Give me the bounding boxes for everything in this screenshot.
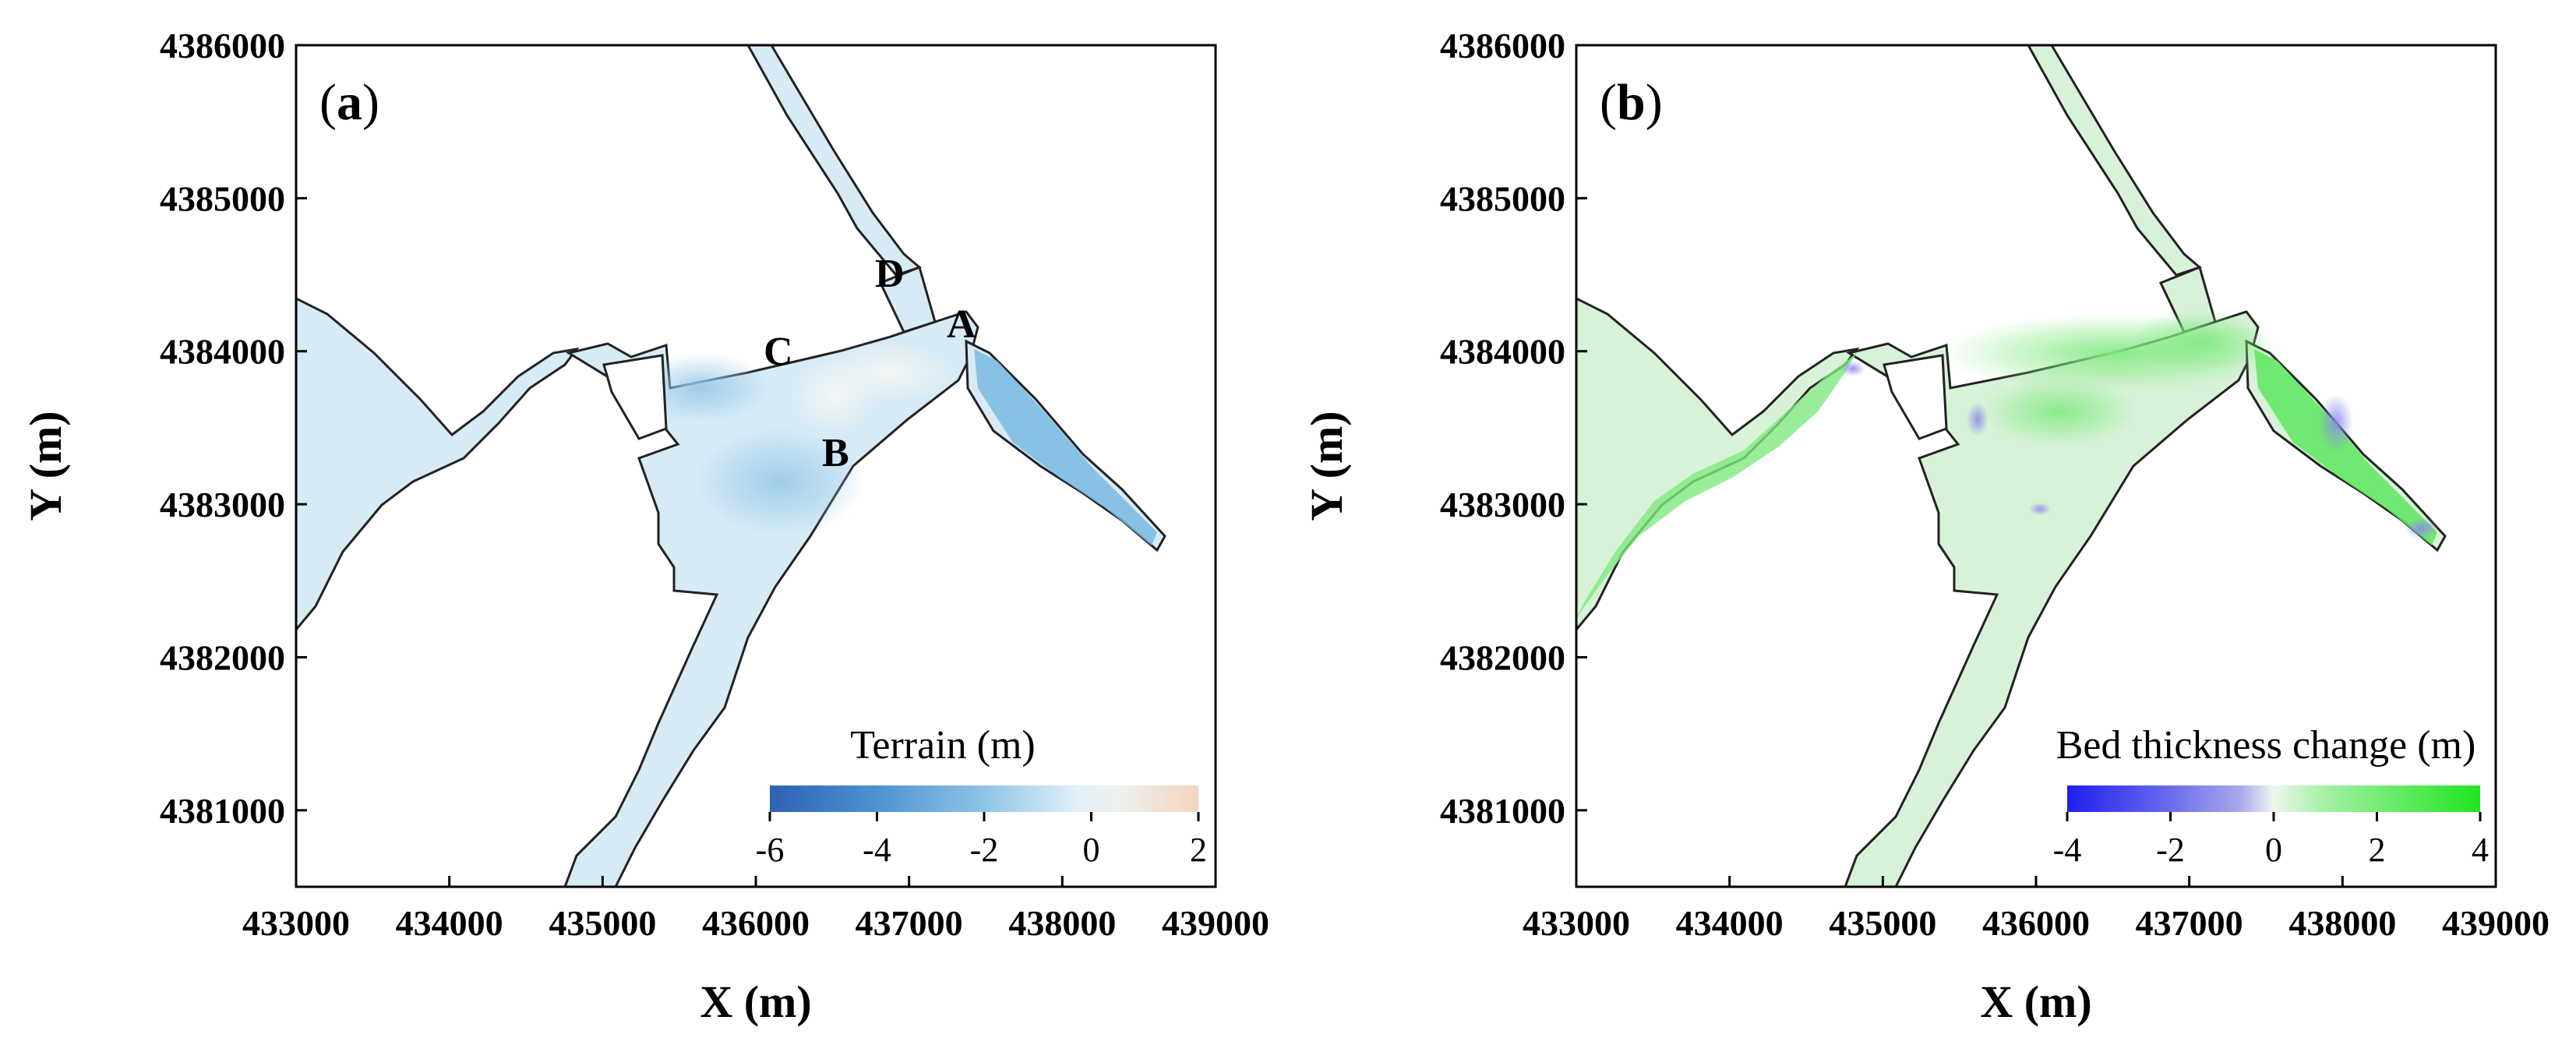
y-axis-title-b: Y (m) bbox=[1301, 411, 1352, 521]
site-label-b: B bbox=[822, 431, 849, 475]
colorbar-tick-label-b: 4 bbox=[2472, 831, 2489, 869]
panel-a: (a) A B C D Terrain (m) -6 -4 -2 0 2 bbox=[295, 44, 1217, 888]
y-tick-label-b: 4383000 bbox=[1440, 485, 1565, 524]
erosion-spot-outlet bbox=[2319, 394, 2353, 453]
colorbar-tick-label-a: -4 bbox=[863, 831, 891, 869]
island bbox=[602, 354, 668, 440]
y-tick-label-a: 4383000 bbox=[160, 485, 285, 524]
site-label-a: A bbox=[947, 302, 976, 347]
x-tick-label-b: 434000 bbox=[1676, 903, 1784, 943]
x-axis-title-b: X (m) bbox=[1980, 976, 2091, 1027]
deep-zone-west bbox=[631, 353, 771, 423]
colorbar-tick-label-a: 0 bbox=[1083, 831, 1100, 869]
x-tick-label-a: 436000 bbox=[702, 903, 810, 943]
x-axis-title-a: X (m) bbox=[700, 976, 811, 1027]
x-tick-label-b: 436000 bbox=[1982, 903, 2090, 943]
y-tick-label-b: 4385000 bbox=[1440, 178, 1565, 218]
site-label-d: D bbox=[875, 252, 905, 296]
x-tick-label-a: 437000 bbox=[856, 903, 963, 943]
colorbar-tick-label-a: -2 bbox=[970, 831, 999, 869]
colorbar-ticks-b: -4 -2 0 2 4 bbox=[2053, 812, 2489, 869]
colorbar-a bbox=[770, 785, 1198, 812]
x-tick-label-b: 433000 bbox=[1523, 903, 1630, 943]
deposition-zone-east bbox=[2130, 310, 2270, 372]
y-tick-label-a: 4382000 bbox=[160, 637, 285, 677]
panel-b: (b) Bed thickness change (m) -4 -2 0 2 4 bbox=[1575, 44, 2497, 888]
y-tick-label-a: 4384000 bbox=[160, 332, 285, 372]
colorbar-title-b: Bed thickness change (m) bbox=[2056, 723, 2476, 768]
deposition-left-channel bbox=[1576, 353, 1857, 618]
colorbar-tick-label-b: 0 bbox=[2265, 831, 2282, 869]
axes: 433000 434000 435000 436000 437000 438000 4390… bbox=[160, 26, 2550, 943]
erosion-spot-west bbox=[1967, 402, 1988, 436]
colorbar-tick-label-b: -4 bbox=[2053, 831, 2082, 869]
x-tick-label-b: 435000 bbox=[1829, 903, 1936, 943]
deep-outlet-channel bbox=[974, 349, 1157, 545]
x-tick-label-a: 438000 bbox=[1008, 903, 1116, 943]
erosion-spot-south bbox=[2029, 503, 2051, 515]
y-tick-label-b: 4381000 bbox=[1440, 791, 1565, 831]
x-tick-label-a: 435000 bbox=[549, 903, 656, 943]
x-tick-label-b: 439000 bbox=[2442, 903, 2550, 943]
colorbar-tick-label-b: -2 bbox=[2156, 831, 2185, 869]
colorbar-tick-label-a: -6 bbox=[756, 831, 785, 869]
y-tick-label-b: 4384000 bbox=[1440, 332, 1565, 372]
y-axis-title-a: Y (m) bbox=[20, 411, 71, 521]
y-tick-label-a: 4381000 bbox=[160, 791, 285, 831]
x-tick-label-b: 437000 bbox=[2136, 903, 2243, 943]
y-tick-label-a: 4385000 bbox=[160, 178, 285, 218]
colorbar-ticks-a: -6 -4 -2 0 2 bbox=[756, 812, 1207, 869]
island bbox=[1883, 354, 1948, 440]
x-tick-label-b: 438000 bbox=[2288, 903, 2396, 943]
site-label-c: C bbox=[764, 330, 793, 374]
deposition-zone-mid bbox=[1981, 376, 2137, 447]
y-tick-label-b: 4382000 bbox=[1440, 637, 1565, 677]
y-tick-label-a: 4386000 bbox=[160, 26, 285, 65]
colorbar-tick-label-a: 2 bbox=[1190, 831, 1207, 869]
shoal-zone-mid bbox=[787, 357, 880, 435]
x-tick-label-a: 433000 bbox=[242, 903, 350, 943]
colorbar-title-a: Terrain (m) bbox=[850, 723, 1035, 768]
x-tick-label-a: 439000 bbox=[1162, 903, 1269, 943]
panel-label-a: (a) bbox=[319, 74, 379, 131]
y-tick-label-b: 4386000 bbox=[1440, 26, 1565, 65]
colorbar-b bbox=[2067, 785, 2480, 812]
panel-label-b: (b) bbox=[1600, 74, 1663, 131]
colorbar-tick-label-b: 2 bbox=[2369, 831, 2386, 869]
erosion-spot-left bbox=[1840, 361, 1865, 376]
deep-zone-centre bbox=[693, 427, 865, 536]
x-tick-label-a: 434000 bbox=[396, 903, 503, 943]
erosion-spot-tip bbox=[2405, 517, 2439, 539]
